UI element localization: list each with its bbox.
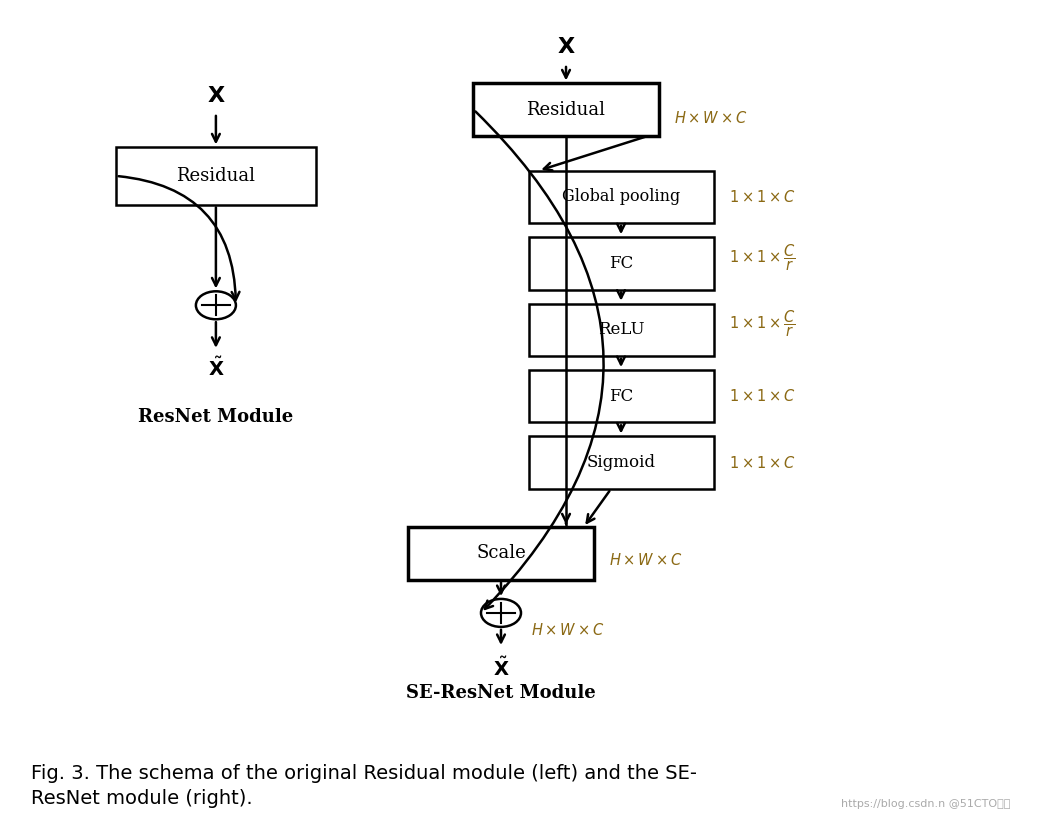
Text: $\tilde{\mathbf{X}}$: $\tilde{\mathbf{X}}$ bbox=[493, 657, 510, 680]
FancyBboxPatch shape bbox=[116, 147, 316, 205]
Text: SE-ResNet Module: SE-ResNet Module bbox=[406, 684, 596, 702]
Text: $1 \times 1 \times C$: $1 \times 1 \times C$ bbox=[728, 454, 795, 471]
FancyArrowPatch shape bbox=[475, 111, 603, 609]
Text: ResNet module (right).: ResNet module (right). bbox=[31, 789, 253, 807]
FancyBboxPatch shape bbox=[528, 237, 714, 289]
Text: $1 \times 1 \times \dfrac{C}{r}$: $1 \times 1 \times \dfrac{C}{r}$ bbox=[728, 309, 795, 340]
Text: $1 \times 1 \times C$: $1 \times 1 \times C$ bbox=[728, 388, 795, 404]
FancyBboxPatch shape bbox=[408, 528, 594, 580]
FancyBboxPatch shape bbox=[528, 303, 714, 356]
FancyArrowPatch shape bbox=[119, 176, 240, 300]
Text: Residual: Residual bbox=[176, 167, 255, 185]
Text: $H \times W \times C$: $H \times W \times C$ bbox=[673, 110, 747, 126]
Text: $H \times W \times C$: $H \times W \times C$ bbox=[531, 623, 604, 638]
FancyBboxPatch shape bbox=[528, 370, 714, 423]
Text: https://blog.csdn.n @51CTO博客: https://blog.csdn.n @51CTO博客 bbox=[841, 799, 1011, 809]
Text: ResNet Module: ResNet Module bbox=[139, 408, 294, 426]
FancyBboxPatch shape bbox=[528, 171, 714, 223]
Text: ReLU: ReLU bbox=[598, 321, 644, 338]
Text: FC: FC bbox=[609, 388, 634, 405]
Text: $\mathbf{X}$: $\mathbf{X}$ bbox=[206, 85, 225, 107]
FancyBboxPatch shape bbox=[528, 437, 714, 489]
Text: $H \times W \times C$: $H \times W \times C$ bbox=[609, 553, 683, 568]
Text: FC: FC bbox=[609, 254, 634, 272]
Text: $\tilde{\mathbf{X}}$: $\tilde{\mathbf{X}}$ bbox=[207, 357, 224, 380]
Text: Global pooling: Global pooling bbox=[562, 189, 680, 206]
Text: $1 \times 1 \times \dfrac{C}{r}$: $1 \times 1 \times \dfrac{C}{r}$ bbox=[728, 242, 795, 273]
Text: $\mathbf{X}$: $\mathbf{X}$ bbox=[556, 36, 575, 58]
Text: Residual: Residual bbox=[526, 101, 605, 119]
Text: Scale: Scale bbox=[476, 545, 526, 563]
Text: Sigmoid: Sigmoid bbox=[587, 454, 655, 471]
Text: Fig. 3. The schema of the original Residual module (left) and the SE-: Fig. 3. The schema of the original Resid… bbox=[31, 764, 697, 783]
Text: $1 \times 1 \times C$: $1 \times 1 \times C$ bbox=[728, 189, 795, 205]
FancyBboxPatch shape bbox=[473, 83, 659, 136]
